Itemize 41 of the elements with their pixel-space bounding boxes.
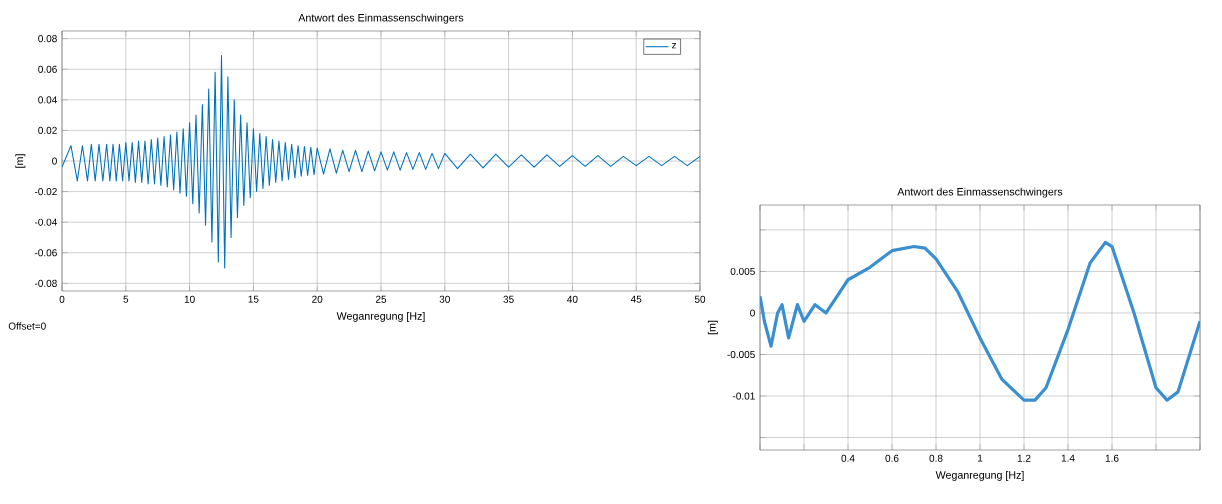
x-tick-label: 0.6 — [885, 454, 899, 462]
x-tick-label: 35 — [503, 295, 514, 303]
legend-label: z — [671, 43, 677, 49]
y-tick-label: -0.005 — [727, 350, 755, 359]
x-tick-label: 25 — [375, 295, 387, 303]
x-tick-label: 10 — [184, 295, 195, 303]
y-axis-title: [m] — [15, 154, 26, 168]
y-tick-label: 0.04 — [38, 96, 57, 104]
line-series — [760, 240, 1201, 402]
chart-title: Antwort des Einmassenschwingers — [298, 13, 464, 24]
x-tick-label: 0.8 — [929, 454, 943, 462]
x-axis-title: Weganregung [Hz] — [336, 311, 425, 322]
x-tick-label: 30 — [439, 295, 450, 303]
y-tick-label: -0.08 — [34, 279, 57, 287]
x-tick-label: 45 — [630, 295, 642, 303]
y-tick-label: -0.01 — [732, 392, 755, 400]
x-tick-label: 1 — [977, 454, 983, 462]
text: Offset=0 — [8, 322, 46, 330]
x-tick-label: 40 — [567, 295, 578, 303]
x-tick-label: 0 — [59, 295, 65, 303]
x-tick-label: 0.4 — [841, 454, 855, 462]
y-tick-label: 0.02 — [38, 126, 57, 134]
x-tick-label: 1.4 — [1061, 454, 1075, 462]
x-tick-label: 1.2 — [1017, 454, 1031, 462]
y-tick-label: -0.02 — [34, 188, 57, 196]
line-series — [62, 54, 700, 269]
y-tick-label: 0.005 — [730, 267, 755, 275]
x-tick-label: 15 — [248, 295, 259, 303]
y-axis-title: [m] — [707, 320, 718, 335]
y-tick-label: 0 — [750, 309, 755, 317]
x-tick-label: 5 — [123, 295, 129, 303]
y-tick-label: -0.06 — [34, 249, 57, 257]
y-tick-label: 0.08 — [38, 35, 57, 43]
y-tick-label: 0 — [52, 157, 57, 165]
x-tick-label: 50 — [694, 295, 706, 303]
x-tick-label: 20 — [312, 295, 323, 303]
y-tick-label: -0.04 — [34, 218, 57, 226]
x-tick-label: 1.6 — [1105, 454, 1119, 462]
y-tick-label: 0.06 — [38, 65, 57, 73]
x-axis-title: Weganregung [Hz] — [935, 470, 1024, 481]
chart-title: Antwort des Einmassenschwingers — [897, 187, 1063, 198]
